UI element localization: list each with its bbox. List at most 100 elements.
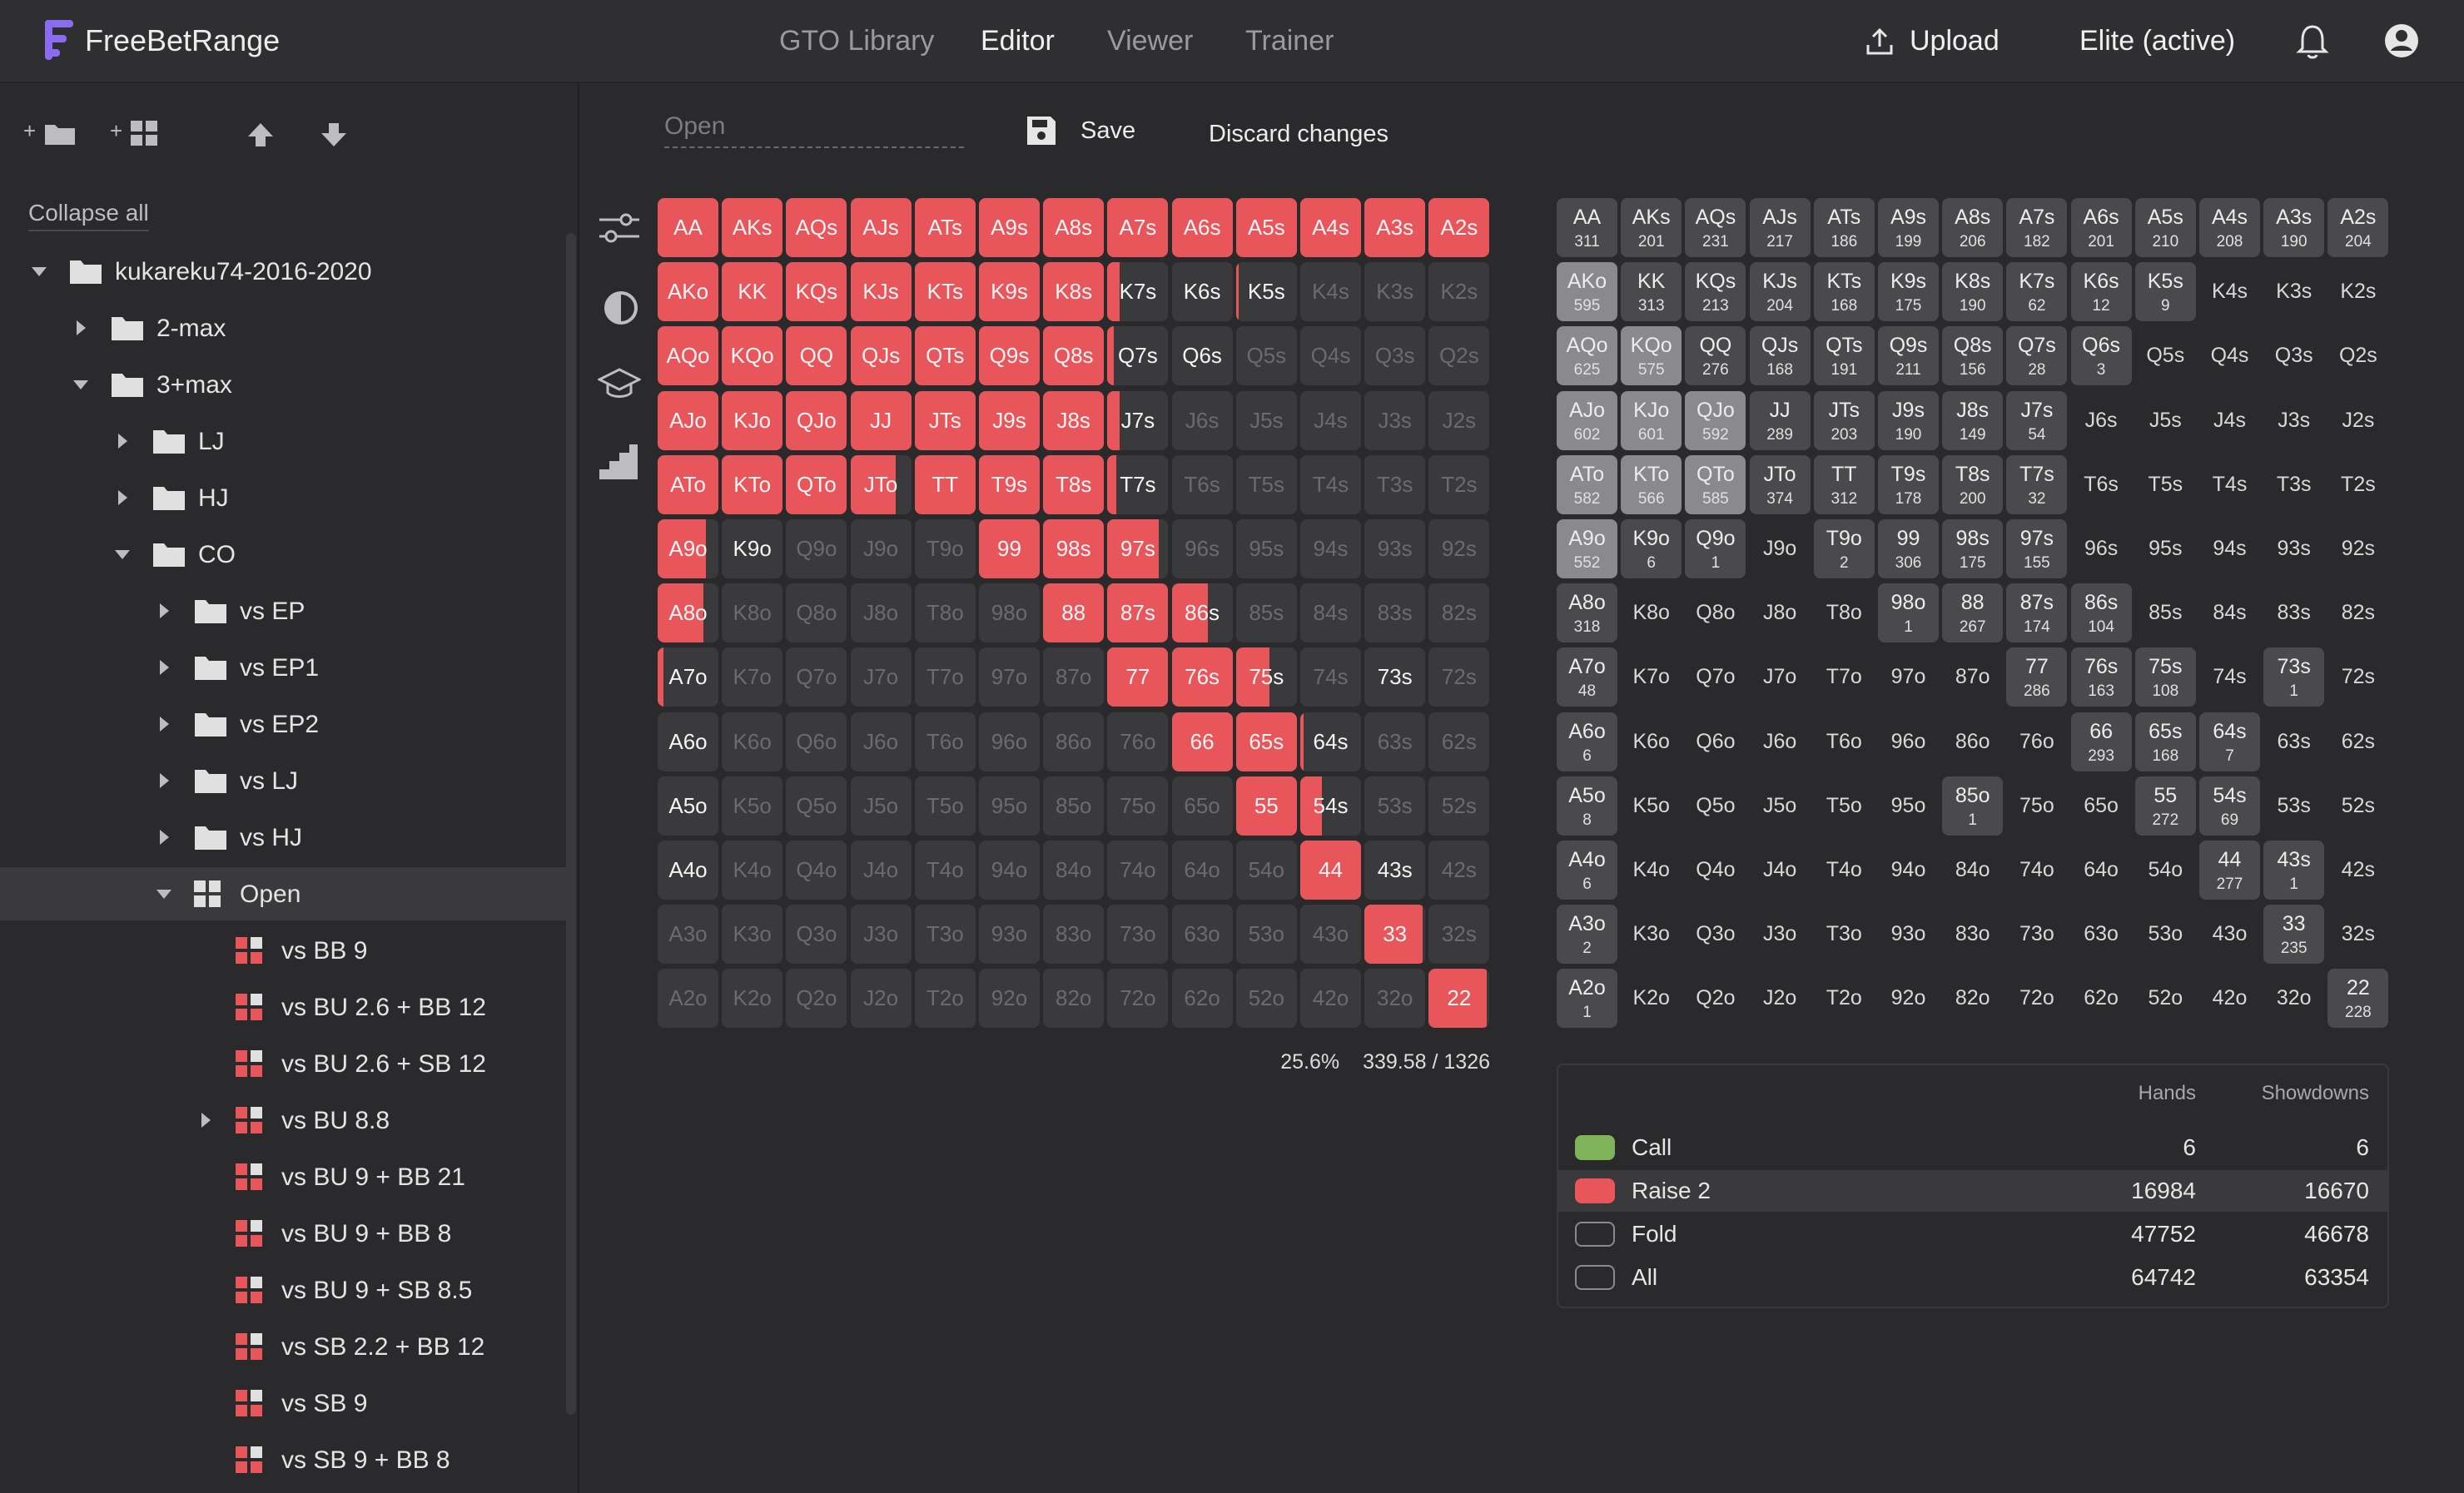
count-cell[interactable]: K7o <box>1621 647 1682 707</box>
range-cell[interactable]: 88 <box>1043 583 1105 643</box>
range-cell[interactable]: AQo <box>658 326 718 386</box>
count-cell[interactable]: 92s <box>2327 519 2388 578</box>
legend-row[interactable]: Fold 47752 46678 <box>1558 1213 2387 1255</box>
count-cell[interactable]: AJo 602 <box>1557 390 1617 450</box>
range-cell[interactable]: K9s <box>979 262 1040 322</box>
count-cell[interactable]: 64s 7 <box>2199 712 2260 771</box>
count-cell[interactable]: 53o <box>2135 905 2196 964</box>
nav-gto-library[interactable]: GTO Library <box>779 25 935 57</box>
count-cell[interactable]: T4s <box>2199 455 2260 514</box>
range-cell[interactable]: AJo <box>658 390 718 450</box>
count-cell[interactable]: 85o 1 <box>1942 776 2004 836</box>
count-cell[interactable]: A5s 210 <box>2134 198 2196 257</box>
range-cell[interactable]: 74o <box>1107 841 1169 900</box>
range-cell[interactable]: 87o <box>1043 647 1105 707</box>
range-cell[interactable]: QJs <box>850 326 912 386</box>
count-cell[interactable]: K5s 9 <box>2134 262 2196 322</box>
range-cell[interactable]: J8s <box>1043 390 1105 450</box>
count-cell[interactable]: A6s 201 <box>2070 198 2132 257</box>
range-cell[interactable]: 95s <box>1235 519 1297 578</box>
count-cell[interactable]: 86s 104 <box>2070 583 2132 643</box>
range-cell[interactable]: 95o <box>979 776 1040 836</box>
count-cell[interactable]: 84o <box>1942 841 2003 900</box>
count-cell[interactable]: TT 312 <box>1813 454 1875 514</box>
range-cell[interactable]: J9o <box>850 519 912 578</box>
caret-right-icon[interactable] <box>118 434 127 449</box>
legend-row[interactable]: Raise 2 16984 16670 <box>1558 1170 2387 1212</box>
contrast-icon[interactable] <box>603 290 639 326</box>
range-cell[interactable]: 92o <box>979 969 1040 1029</box>
range-cell[interactable]: 76o <box>1107 712 1169 771</box>
range-cell[interactable]: 62s <box>1428 712 1490 771</box>
count-cell[interactable]: 73o <box>2006 905 2067 964</box>
range-name-input[interactable] <box>664 107 964 148</box>
count-cell[interactable]: K2s <box>2327 262 2388 321</box>
count-cell[interactable]: 74o <box>2006 841 2067 900</box>
count-cell[interactable]: A9s 199 <box>1878 198 1939 257</box>
count-cell[interactable]: A8o 318 <box>1557 583 1617 643</box>
range-cell[interactable]: 52o <box>1235 969 1297 1029</box>
range-cell[interactable]: 53s <box>1364 776 1426 836</box>
range-cell[interactable]: T2s <box>1428 454 1490 514</box>
count-cell[interactable]: 75o <box>2006 776 2067 836</box>
range-cell[interactable]: KQs <box>786 262 847 322</box>
count-cell[interactable]: A8s 206 <box>1942 198 2004 257</box>
count-cell[interactable]: A4o 6 <box>1557 841 1617 900</box>
count-cell[interactable]: Q4o <box>1685 841 1746 900</box>
count-cell[interactable]: 42s <box>2327 841 2388 900</box>
count-cell[interactable]: J9s 190 <box>1878 390 1939 450</box>
count-cell[interactable]: 54s 69 <box>2199 776 2260 836</box>
count-cell[interactable]: J3s <box>2263 391 2324 450</box>
count-cell[interactable]: J4s <box>2199 391 2260 450</box>
count-cell[interactable]: 72s <box>2327 647 2388 707</box>
range-cell[interactable]: QJo <box>786 390 847 450</box>
count-cell[interactable]: J8s 149 <box>1942 390 2004 450</box>
tree-item[interactable]: vs BU 8.8 <box>0 1094 566 1147</box>
count-cell[interactable]: QJo 592 <box>1685 390 1746 450</box>
range-cell[interactable]: 73o <box>1107 905 1169 965</box>
count-cell[interactable]: 99 306 <box>1878 519 1939 578</box>
count-cell[interactable]: 64o <box>2071 841 2132 900</box>
count-cell[interactable]: Q6o <box>1685 712 1746 771</box>
range-cell[interactable]: QQ <box>786 326 847 386</box>
tree-item[interactable]: vs BU 9 + BB 21 <box>0 1150 566 1203</box>
count-cell[interactable]: A6o 6 <box>1557 712 1617 771</box>
tree-item[interactable]: vs EP1 <box>0 641 566 694</box>
count-cell[interactable]: JTo 374 <box>1749 454 1811 514</box>
range-cell[interactable]: 72o <box>1107 969 1169 1029</box>
range-cell[interactable]: K8o <box>722 583 783 643</box>
range-cell[interactable]: K3o <box>722 905 783 965</box>
count-cell[interactable]: 86o <box>1942 712 2003 771</box>
range-cell[interactable]: 85s <box>1235 583 1297 643</box>
count-cell[interactable]: 83o <box>1942 905 2003 964</box>
count-cell[interactable]: Q5s <box>2135 326 2196 385</box>
count-cell[interactable]: ATs 186 <box>1813 198 1875 257</box>
tree-item[interactable]: Open <box>0 867 566 920</box>
range-cell[interactable]: A6s <box>1171 198 1233 257</box>
caret-right-icon[interactable] <box>201 1113 211 1128</box>
count-cell[interactable]: T3s <box>2263 455 2324 514</box>
move-down-icon[interactable] <box>320 122 348 148</box>
range-cell[interactable]: 85o <box>1043 776 1105 836</box>
range-cell[interactable]: A9s <box>979 198 1040 257</box>
caret-right-icon[interactable] <box>160 603 169 618</box>
range-cell[interactable]: QTo <box>786 454 847 514</box>
range-cell[interactable]: K7o <box>722 647 783 707</box>
count-cell[interactable]: AJs 217 <box>1749 198 1811 257</box>
range-cell[interactable]: 42o <box>1300 969 1361 1029</box>
range-cell[interactable]: 52s <box>1428 776 1490 836</box>
count-cell[interactable]: 76o <box>2006 712 2067 771</box>
range-cell[interactable]: JTs <box>914 390 976 450</box>
save-button[interactable]: Save <box>1026 115 1135 146</box>
range-cell[interactable]: T8o <box>914 583 976 643</box>
range-cell[interactable]: 73s <box>1364 647 1426 707</box>
range-cell[interactable]: JTo <box>850 454 912 514</box>
tree-item[interactable]: vs HJ <box>0 811 566 864</box>
count-cell[interactable]: 94o <box>1878 841 1939 900</box>
sidebar-scrollbar[interactable] <box>566 233 576 1415</box>
tree-item[interactable]: vs BB 9 <box>0 924 566 977</box>
range-cell[interactable]: KQo <box>722 326 783 386</box>
range-cell[interactable]: 22 <box>1428 969 1490 1029</box>
count-cell[interactable]: QQ 276 <box>1685 326 1746 386</box>
range-cell[interactable]: AKo <box>658 262 718 322</box>
